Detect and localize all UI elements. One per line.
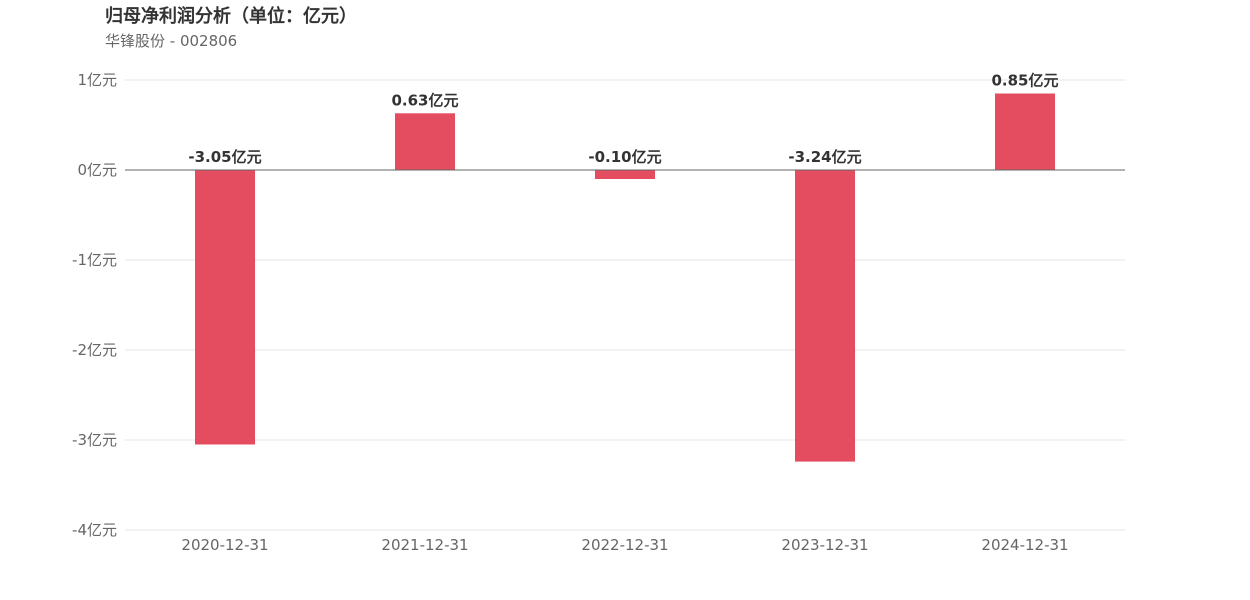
grid-lines	[125, 79, 1125, 531]
y-axis-tick-labels: 1亿元 0亿元 -1亿元 -2亿元 -3亿元 -4亿元	[72, 71, 117, 539]
bar[interactable]	[395, 113, 455, 170]
x-tick-label: 2020-12-31	[181, 536, 268, 554]
y-tick-label: -3亿元	[72, 431, 117, 449]
y-tick-label: -4亿元	[72, 521, 117, 539]
data-labels: -3.05亿元 0.63亿元 -0.10亿元 -3.24亿元 0.85亿元	[188, 72, 1058, 167]
bar[interactable]	[795, 170, 855, 462]
x-tick-label: 2024-12-31	[981, 536, 1068, 554]
y-tick-label: 1亿元	[77, 71, 117, 89]
x-axis-tick-labels: 2020-12-31 2021-12-31 2022-12-31 2023-12-31…	[181, 536, 1068, 554]
x-tick-label: 2023-12-31	[781, 536, 868, 554]
data-label: 0.63亿元	[391, 91, 458, 109]
y-tick-label: 0亿元	[77, 161, 117, 179]
x-tick-label: 2021-12-31	[381, 536, 468, 554]
bar[interactable]	[995, 93, 1055, 171]
y-tick-label: -2亿元	[72, 341, 117, 359]
chart-title: 归母净利润分析（单位：亿元）	[105, 6, 357, 27]
y-tick-label: -1亿元	[72, 251, 117, 269]
bar[interactable]	[595, 170, 655, 179]
data-label: -0.10亿元	[588, 148, 661, 166]
data-label: 0.85亿元	[991, 72, 1058, 90]
x-tick-label: 2022-12-31	[581, 536, 668, 554]
data-label: -3.24亿元	[788, 148, 861, 166]
data-label: -3.05亿元	[188, 148, 261, 166]
bar[interactable]	[195, 170, 255, 445]
bars	[195, 93, 1055, 462]
chart-subtitle: 华锋股份 - 002806	[105, 32, 238, 50]
